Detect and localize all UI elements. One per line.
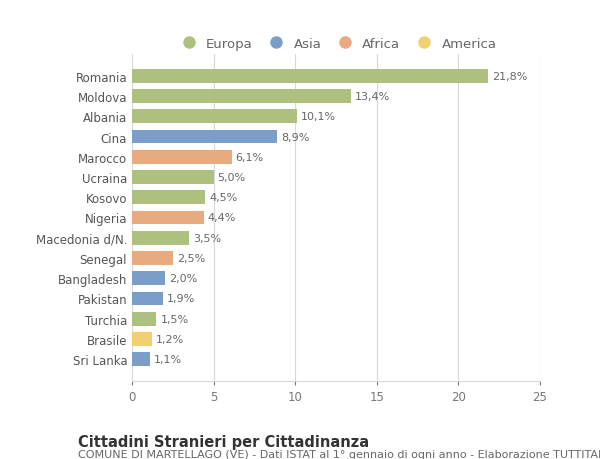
- Bar: [132, 171, 214, 185]
- Bar: [132, 90, 350, 104]
- Text: 8,9%: 8,9%: [281, 132, 310, 142]
- Text: 1,9%: 1,9%: [167, 294, 196, 304]
- Bar: [132, 272, 164, 285]
- Text: 5,0%: 5,0%: [218, 173, 246, 183]
- Text: 1,5%: 1,5%: [161, 314, 188, 324]
- Text: 4,5%: 4,5%: [209, 193, 238, 203]
- Text: 13,4%: 13,4%: [355, 92, 390, 102]
- Text: 21,8%: 21,8%: [492, 72, 527, 82]
- Bar: [132, 70, 488, 84]
- Bar: [132, 151, 232, 164]
- Text: Cittadini Stranieri per Cittadinanza: Cittadini Stranieri per Cittadinanza: [78, 434, 369, 449]
- Bar: [132, 292, 163, 306]
- Text: 6,1%: 6,1%: [236, 152, 264, 162]
- Text: 10,1%: 10,1%: [301, 112, 336, 122]
- Bar: [132, 252, 173, 265]
- Bar: [132, 191, 205, 205]
- Text: 4,4%: 4,4%: [208, 213, 236, 223]
- Text: 2,0%: 2,0%: [169, 274, 197, 284]
- Text: COMUNE DI MARTELLAGO (VE) - Dati ISTAT al 1° gennaio di ogni anno - Elaborazione: COMUNE DI MARTELLAGO (VE) - Dati ISTAT a…: [78, 449, 600, 459]
- Bar: [132, 130, 277, 144]
- Bar: [132, 353, 150, 366]
- Bar: [132, 312, 157, 326]
- Text: 3,5%: 3,5%: [193, 233, 221, 243]
- Bar: [132, 332, 152, 346]
- Text: 1,1%: 1,1%: [154, 354, 182, 364]
- Bar: [132, 231, 189, 245]
- Text: 2,5%: 2,5%: [177, 253, 205, 263]
- Bar: [132, 110, 297, 124]
- Bar: [132, 211, 204, 225]
- Text: 1,2%: 1,2%: [155, 334, 184, 344]
- Legend: Europa, Asia, Africa, America: Europa, Asia, Africa, America: [170, 32, 502, 56]
